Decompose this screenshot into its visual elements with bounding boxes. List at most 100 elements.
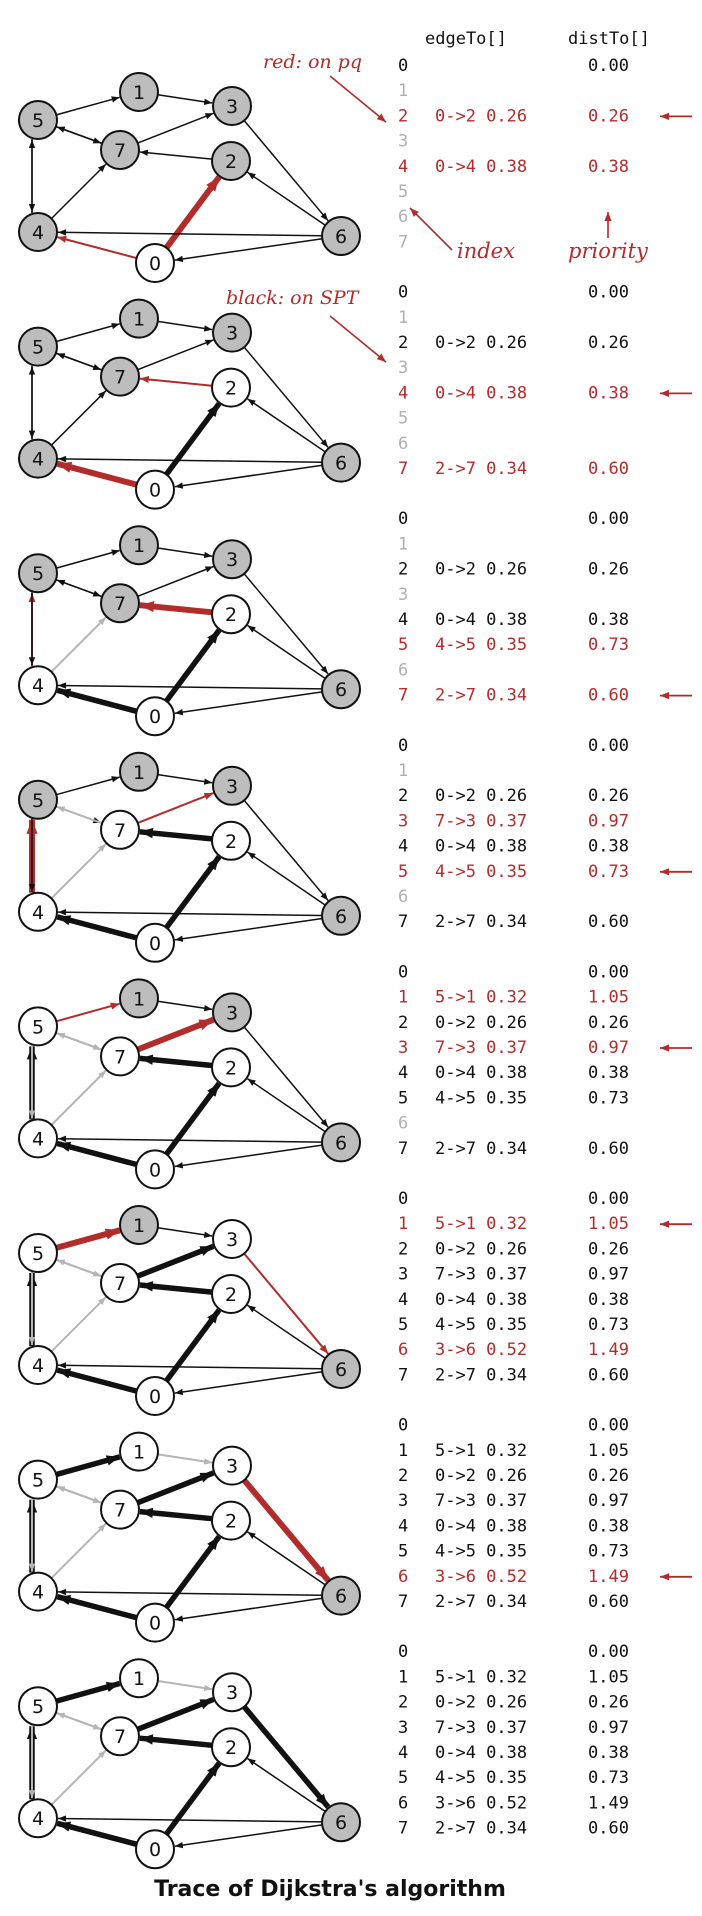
graph-edge xyxy=(56,322,120,343)
graph-edge xyxy=(56,1820,138,1847)
edge-to-value: 0->4 0.38 xyxy=(435,383,527,403)
edge-to-value: 0->2 0.26 xyxy=(435,1466,527,1486)
graph-edge xyxy=(157,1680,213,1692)
graph-node-label: 5 xyxy=(32,790,44,812)
red-legend-text: : on pq xyxy=(296,51,362,73)
dist-to-value: 0.97 xyxy=(588,1491,629,1511)
row-index: 5 xyxy=(398,1315,408,1335)
graph-node xyxy=(18,553,58,594)
edge-to-value: 0->4 0.38 xyxy=(435,837,527,857)
graph-edge xyxy=(247,1757,326,1813)
graph-node-label: 7 xyxy=(114,1273,126,1295)
row-index: 0 xyxy=(398,1189,408,1209)
graph-node-label: 2 xyxy=(225,1057,237,1079)
dist-to-value: 0.60 xyxy=(588,686,629,706)
graph-node xyxy=(321,216,361,256)
graph-edge xyxy=(242,1705,331,1809)
graph-node-label: 7 xyxy=(114,820,126,842)
row-index: 6 xyxy=(398,434,408,454)
graph-node xyxy=(18,326,58,367)
edge-to-value: 5->1 0.32 xyxy=(435,1214,527,1234)
graph-node xyxy=(321,895,361,936)
graph-node-label: 6 xyxy=(335,1132,347,1154)
edge-to-value: 0->2 0.26 xyxy=(435,786,527,806)
graph-node-label: 7 xyxy=(114,593,126,615)
row-index: 0 xyxy=(398,736,408,756)
edge-to-value: 7->3 0.37 xyxy=(435,1718,527,1738)
dist-to-value: 1.49 xyxy=(588,1340,629,1360)
graph-node xyxy=(212,86,252,126)
row-index: 7 xyxy=(398,686,408,706)
graph-node-label: 6 xyxy=(335,679,347,701)
dist-to-value: 0.26 xyxy=(588,1013,629,1033)
edge-to-value: 0->2 0.26 xyxy=(435,1013,527,1033)
row-index: 3 xyxy=(398,1718,408,1738)
dist-to-value: 0.00 xyxy=(588,1189,629,1209)
dist-to-value: 0.73 xyxy=(588,1088,629,1108)
graph-edge xyxy=(174,1144,323,1169)
graph-node xyxy=(18,665,58,706)
row-index: 7 xyxy=(398,232,408,252)
graph-edge xyxy=(157,547,213,559)
row-index: 7 xyxy=(398,912,408,932)
graph-node-label: 7 xyxy=(114,1046,126,1068)
dist-to-value: 0.38 xyxy=(588,1516,629,1536)
trace-panel: 0 1 2 3 4 5 6 7 0 0.00 1 2 0->2 0.26 0.26 3 4 0->4 0.38 0… xyxy=(18,56,692,283)
graph-node xyxy=(212,539,252,580)
graph-node-label: 1 xyxy=(133,762,145,784)
graph-edge xyxy=(247,398,326,453)
edge-to-value: 3->6 0.52 xyxy=(435,1793,527,1813)
dist-to-value: 0.00 xyxy=(588,56,629,76)
row-index: 6 xyxy=(398,887,408,907)
graph-edge xyxy=(157,320,213,332)
index-pointer xyxy=(409,207,453,251)
graph-edge xyxy=(56,460,138,488)
edge-to-value: 7->3 0.37 xyxy=(435,811,527,831)
dist-to-value: 0.60 xyxy=(588,1365,629,1385)
graph-node xyxy=(18,1345,58,1385)
graph-node-label: 4 xyxy=(32,675,44,697)
graph-edge xyxy=(247,1078,326,1133)
graph-edge xyxy=(164,855,222,930)
graph-edge xyxy=(243,799,329,901)
graph-node xyxy=(100,809,140,850)
graph-node xyxy=(321,1575,361,1616)
graph-node xyxy=(119,1431,159,1472)
graph-node-label: 1 xyxy=(133,1668,145,1690)
row-index: 5 xyxy=(398,1542,408,1562)
row-index: 0 xyxy=(398,283,408,303)
priority-label: priority xyxy=(568,239,649,263)
graph-node-label: 4 xyxy=(32,222,44,244)
dist-to-value: 0.38 xyxy=(588,383,629,403)
row-index: 5 xyxy=(398,862,408,882)
black-legend-text: : on SPT xyxy=(278,287,360,309)
edge-to-value: 0->2 0.26 xyxy=(435,333,527,353)
dist-to-value: 0.00 xyxy=(588,1642,629,1662)
edge-to-value: 2->7 0.34 xyxy=(435,686,527,706)
dist-to-value: 0.73 xyxy=(588,1542,629,1562)
row-index: 4 xyxy=(398,157,408,177)
row-index: 6 xyxy=(398,1793,408,1813)
graph-node-label: 5 xyxy=(32,1696,44,1718)
dist-to-value: 0.60 xyxy=(588,459,629,479)
trace-panel: 0 1 2 3 4 5 6 7 0 0.00 1 2 0->2 0.26 0.26 3 4 0->4 0.38 0… xyxy=(18,509,692,737)
graph-edge xyxy=(136,1243,215,1279)
dist-to-value: 0.38 xyxy=(588,1063,629,1083)
edge-to-value: 4->5 0.35 xyxy=(435,1315,527,1335)
graph-edge xyxy=(157,1227,213,1238)
graph-node xyxy=(18,1233,58,1273)
graph-node-label: 0 xyxy=(149,1613,161,1635)
graph-node xyxy=(135,243,175,283)
graph-node-label: 1 xyxy=(133,988,145,1010)
graph-edge xyxy=(56,579,103,598)
row-index: 3 xyxy=(398,358,408,378)
graph-node xyxy=(211,820,251,861)
graph-edge xyxy=(56,1140,138,1168)
black-legend-pointer xyxy=(329,315,387,363)
graph-node xyxy=(212,1672,252,1713)
row-index: 0 xyxy=(398,1416,408,1436)
graph-edge xyxy=(55,1454,121,1478)
row-index: 5 xyxy=(398,1088,408,1108)
graph-node xyxy=(100,1036,140,1077)
